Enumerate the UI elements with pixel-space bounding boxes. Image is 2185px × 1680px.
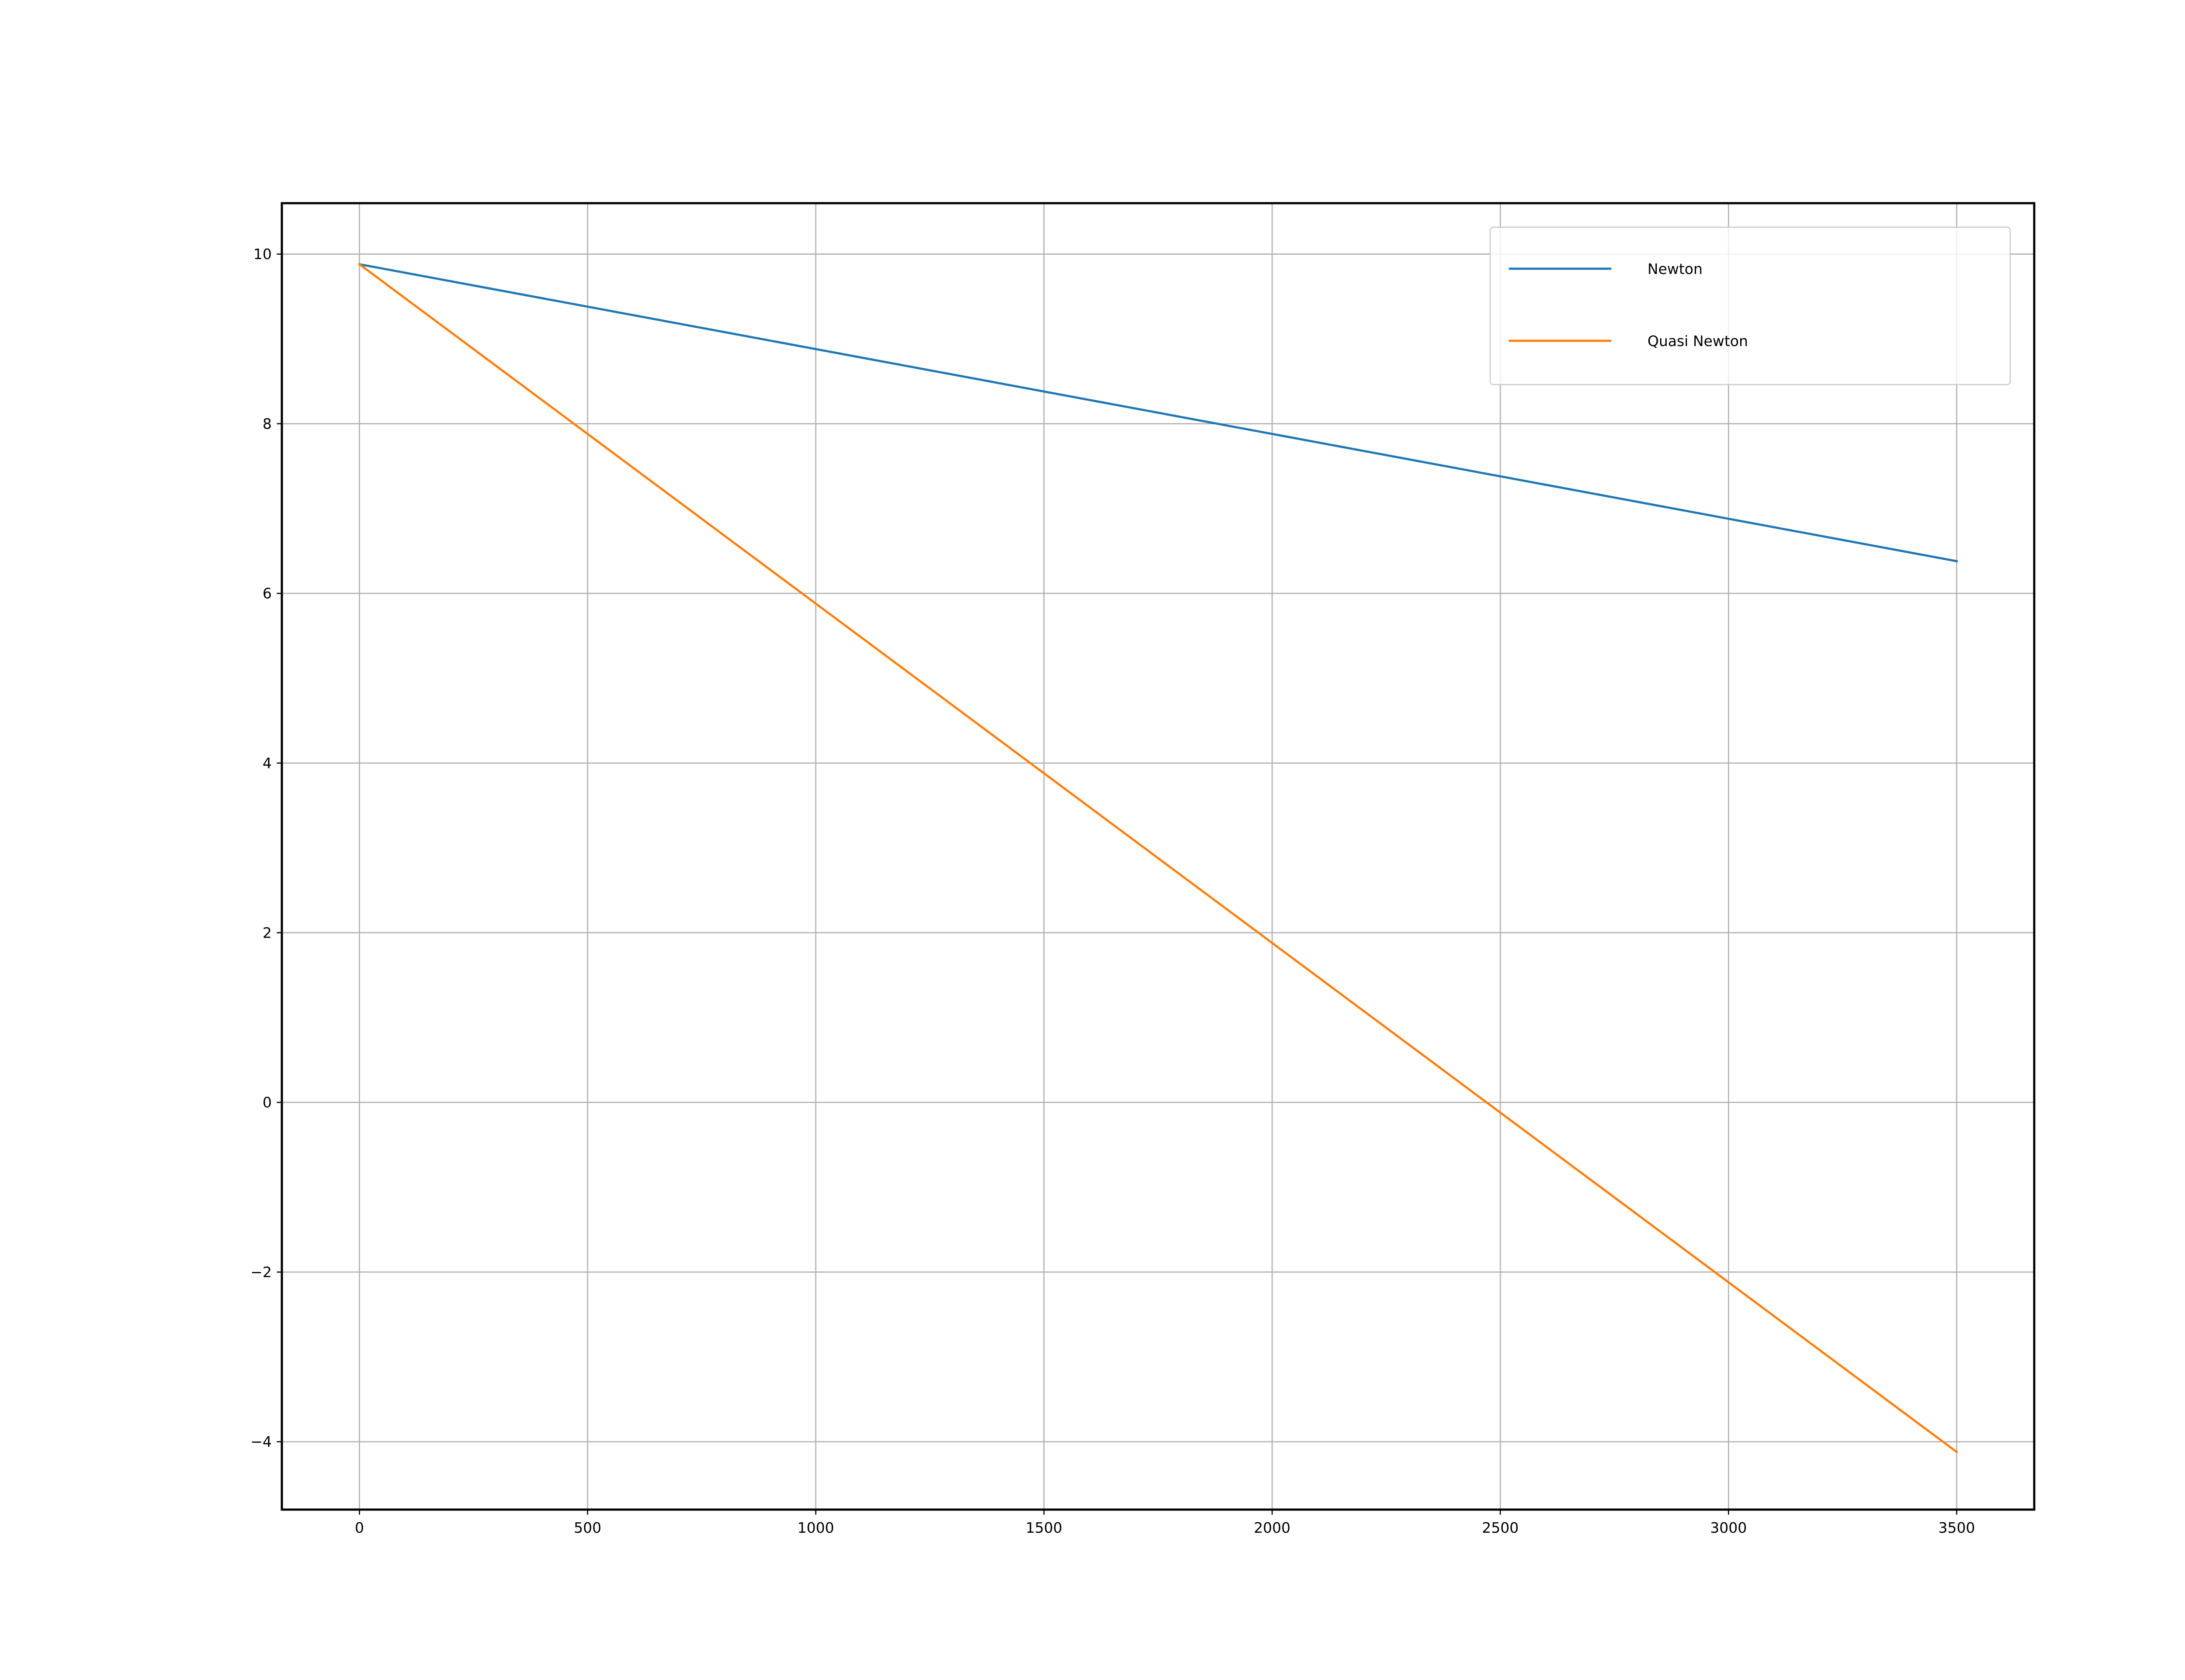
y-tick-label: 10: [253, 246, 272, 263]
legend-label-0: Newton: [1647, 260, 1703, 277]
grid-lines: [282, 203, 2034, 1510]
series-line-1: [358, 263, 1958, 1454]
legend-label-1: Quasi Newton: [1647, 333, 1748, 350]
x-tick-label: 2000: [1254, 1519, 1290, 1536]
legend-box: [1489, 226, 2011, 385]
x-tick-label: 1000: [798, 1519, 834, 1536]
legend: Newton Quasi Newton: [1489, 226, 2011, 385]
x-tick-label: 3500: [1938, 1519, 1975, 1536]
x-tick-label: 500: [574, 1519, 601, 1536]
y-tick-label: −4: [250, 1433, 272, 1450]
y-tick-label: 4: [263, 755, 272, 772]
series-lines: [358, 263, 1958, 1454]
axes-frame: [281, 202, 2036, 1511]
y-tick-label: 6: [263, 585, 272, 602]
y-tick-label: −2: [250, 1264, 272, 1281]
series-line-0: [358, 263, 1958, 563]
x-tick-label: 3000: [1710, 1519, 1747, 1536]
x-tick-label: 0: [355, 1519, 364, 1536]
y-tick-label: 2: [263, 924, 272, 941]
x-tick-label: 1500: [1026, 1519, 1062, 1536]
y-tick-label: 0: [263, 1094, 272, 1111]
y-tick-label: 8: [263, 415, 272, 432]
axis-ticks: 0 500 1000 1500 2000 2500 3000 3500 −4 −2 0 2 4 6 8 10: [250, 246, 1975, 1536]
x-tick-label: 2500: [1482, 1519, 1519, 1536]
